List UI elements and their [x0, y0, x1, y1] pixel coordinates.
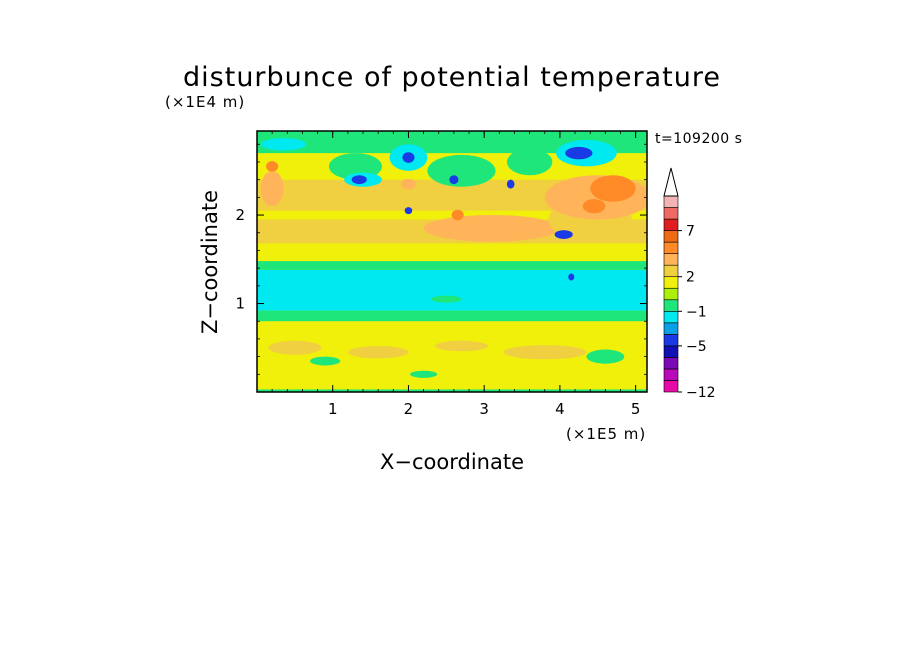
contour-patch-32 [582, 199, 606, 214]
contour-patch-6 [409, 370, 438, 378]
contour-patch-18 [506, 148, 553, 176]
contour-band-10 [257, 131, 647, 154]
colorbar-label: −1 [686, 304, 707, 320]
x-axis: 1 2 3 4 5 [271, 131, 641, 418]
colorbar-swatch [663, 287, 679, 301]
time-label: t=109200 s [655, 131, 742, 147]
chart-title: disturbunce of potential temperature [183, 62, 721, 93]
colorbar-swatch [663, 241, 679, 254]
colorbar-swatch [663, 218, 679, 231]
contour-band-4 [257, 261, 647, 270]
colorbar-label: −5 [686, 339, 707, 355]
colorbar-swatch [663, 334, 679, 347]
colorbar-swatch [663, 230, 679, 243]
contour-patch-8 [431, 295, 462, 303]
colorbar-extend-arrow [663, 167, 679, 197]
contour-patch-4 [586, 349, 625, 364]
contour-patch-13 [260, 170, 284, 207]
contour-patch-12 [590, 175, 636, 202]
y-axis-title: Z−coordinate [198, 190, 222, 334]
contour-patch-25 [506, 179, 515, 189]
colorbar: −12−5−127 [663, 167, 716, 401]
contour-patch-23 [404, 207, 413, 215]
y-unit-label: (×1E4 m) [165, 93, 245, 111]
colorbar-label: −12 [686, 385, 716, 401]
contour-patch-22 [402, 152, 415, 163]
x-axis-title: X−coordinate [380, 450, 524, 474]
contour-patch-5 [310, 356, 341, 366]
plot-frame [256, 130, 648, 393]
contour-patch-21 [351, 175, 367, 185]
contour-patch-7 [264, 280, 401, 292]
colorbar-swatch [663, 380, 679, 393]
x-unit-label: (×1E5 m) [566, 425, 646, 443]
contour-patch-17 [427, 154, 496, 187]
contour-patch-0 [268, 340, 322, 355]
contour-patch-27 [554, 230, 573, 239]
colorbar-label: 2 [686, 270, 695, 286]
contour-patch-29 [451, 209, 464, 221]
colorbar-swatch [663, 357, 679, 370]
contour-patch-24 [449, 175, 459, 185]
colorbar-swatch [663, 368, 679, 381]
contour-patch-30 [400, 178, 417, 190]
contour-patch-31 [266, 161, 279, 172]
x-tick-label: 3 [479, 400, 489, 418]
contour-field [257, 131, 647, 392]
contour-patch-28 [568, 273, 575, 281]
colorbar-swatch [663, 264, 679, 278]
y-tick-label: 2 [235, 206, 245, 224]
colorbar-swatch [663, 253, 679, 266]
contour-patch-26 [565, 146, 593, 160]
colorbar-swatch [663, 195, 679, 208]
contour-patch-3 [503, 345, 587, 360]
contour-patch-9 [423, 215, 560, 242]
colorbar-swatch [663, 322, 679, 335]
colorbar-swatch [663, 310, 679, 324]
y-axis: 12 [235, 143, 647, 375]
contour-band-2 [257, 310, 647, 322]
colorbar-swatch [663, 345, 679, 358]
x-tick-label: 2 [404, 400, 414, 418]
colorbar-swatch [663, 276, 679, 289]
contour-band-5 [257, 243, 647, 262]
colorbar-label: 7 [686, 224, 695, 240]
colorbar-swatch [663, 207, 679, 220]
contour-patch-1 [347, 345, 409, 359]
y-tick-label: 1 [235, 295, 245, 313]
x-tick-label: 4 [555, 400, 565, 418]
x-tick-label: 5 [631, 400, 641, 418]
colorbar-swatch [663, 299, 679, 312]
x-tick-label: 1 [328, 400, 338, 418]
contour-patch-2 [434, 340, 488, 352]
contour-band-0 [257, 389, 647, 392]
contour-patch-15 [260, 138, 307, 151]
